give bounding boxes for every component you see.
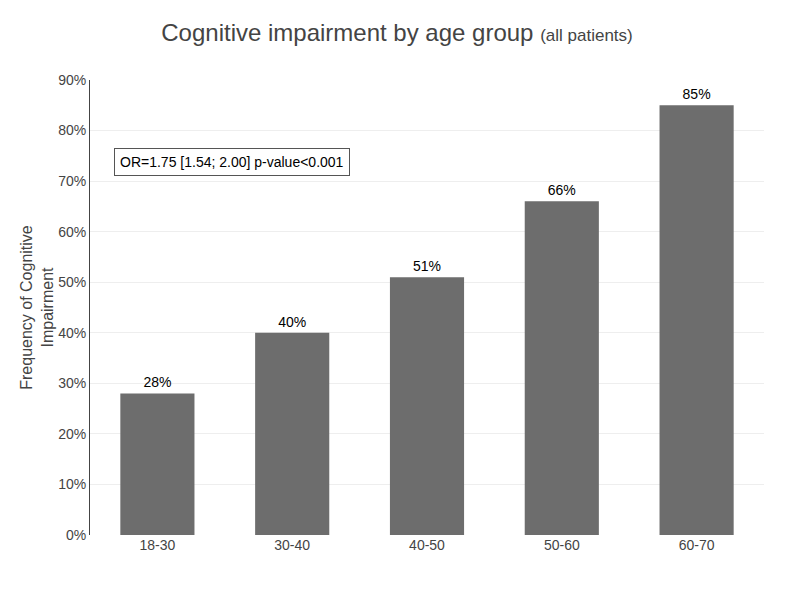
svg-text:50%: 50% [58,274,86,290]
svg-text:60-70: 60-70 [679,537,715,553]
svg-text:90%: 90% [58,72,86,88]
svg-text:Frequency of CognitiveImpairme: Frequency of CognitiveImpairment [18,225,56,390]
svg-text:60%: 60% [58,224,86,240]
svg-text:10%: 10% [58,476,86,492]
svg-text:40%: 40% [58,325,86,341]
svg-text:28%: 28% [143,374,171,390]
svg-text:30-40: 30-40 [274,537,310,553]
svg-text:40-50: 40-50 [409,537,445,553]
svg-text:0%: 0% [66,527,86,543]
svg-text:18-30: 18-30 [139,537,175,553]
svg-text:OR=1.75 [1.54; 2.00] p-value<0: OR=1.75 [1.54; 2.00] p-value<0.001 [120,154,344,170]
svg-text:66%: 66% [548,182,576,198]
svg-text:70%: 70% [58,173,86,189]
svg-text:Cognitive impairment by age gr: Cognitive impairment by age group (all p… [161,19,632,46]
svg-text:50-60: 50-60 [544,537,580,553]
svg-text:51%: 51% [413,258,441,274]
svg-text:20%: 20% [58,426,86,442]
svg-text:80%: 80% [58,122,86,138]
svg-text:85%: 85% [683,86,711,102]
svg-text:40%: 40% [278,314,306,330]
svg-text:30%: 30% [58,375,86,391]
